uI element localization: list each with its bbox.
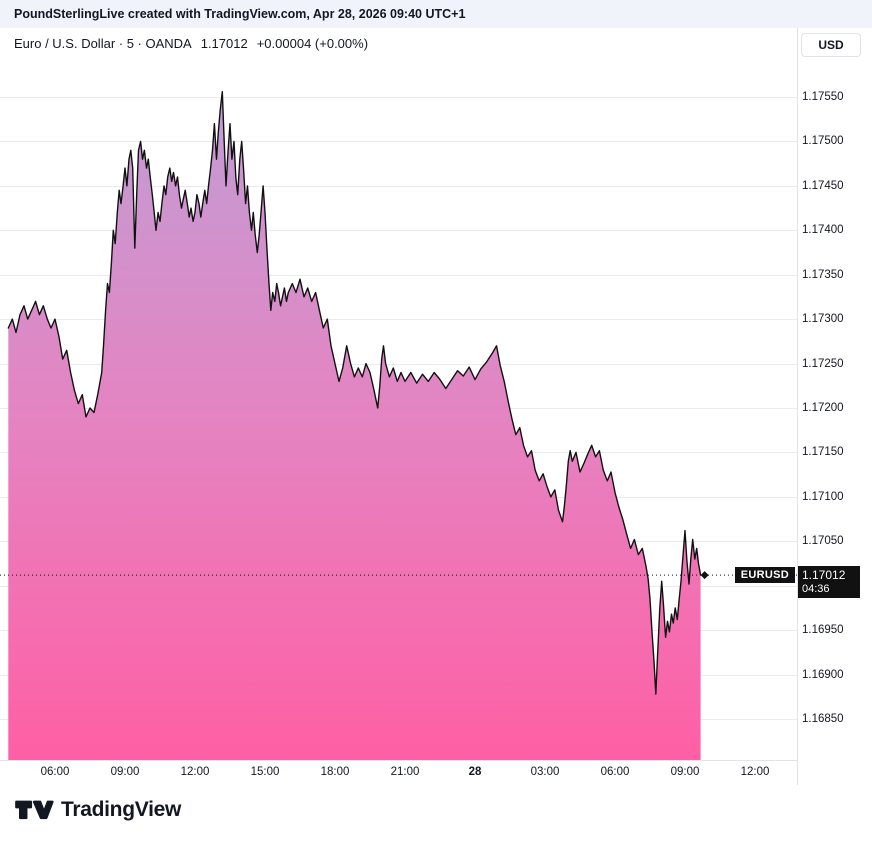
price-axis-label: 1.17550 — [802, 91, 844, 103]
price-axis-label: 1.17300 — [802, 313, 844, 325]
price-axis-label: 1.17050 — [802, 535, 844, 547]
price-axis-label: 1.17500 — [802, 135, 844, 147]
bar-countdown-timer: 04:36 — [802, 583, 830, 595]
time-axis-label: 09:00 — [670, 766, 700, 778]
legend-change: +0.00004 (+0.00%) — [256, 36, 369, 51]
price-pane-chart[interactable] — [0, 28, 797, 760]
current-price-symbol-badge: EURUSD — [734, 567, 795, 583]
time-axis-label: 06:00 — [40, 766, 70, 778]
time-axis-label: 03:00 — [530, 766, 560, 778]
price-axis-label: 1.17250 — [802, 358, 844, 370]
symbol-title[interactable]: Euro / U.S. Dollar · 5 · OANDA — [14, 36, 192, 51]
current-price-badge: 1.17012 04:36 — [798, 566, 860, 598]
price-axis-label: 1.17100 — [802, 491, 844, 503]
price-axis-label: 1.17400 — [802, 224, 844, 236]
price-axis-label: 1.16950 — [802, 624, 844, 636]
time-axis-label: 15:00 — [250, 766, 280, 778]
price-axis-label: 1.17350 — [802, 269, 844, 281]
time-axis-label: 12:00 — [740, 766, 770, 778]
currency-button[interactable]: USD — [801, 33, 861, 57]
time-axis-label: 28 — [468, 766, 482, 778]
price-axis[interactable]: USD 1.17550 1.17500 1.17450 1.17400 1.17350 1… — [797, 28, 872, 785]
time-axis-label: 06:00 — [600, 766, 630, 778]
attribution-bar: PoundSterlingLive created with TradingVi… — [0, 0, 872, 28]
tradingview-logo-icon — [15, 800, 54, 820]
tradingview-logo-text: TradingView — [61, 797, 182, 821]
tradingview-logo[interactable]: TradingView — [14, 797, 181, 822]
time-axis[interactable]: 06:00 09:00 12:00 15:00 18:00 21:00 28 03:00 06:… — [0, 760, 872, 785]
attribution-text: PoundSterlingLive created with TradingVi… — [14, 7, 466, 21]
current-price-value: 1.17012 — [802, 568, 846, 582]
legend-last-price: 1.17012 — [200, 36, 248, 51]
symbol-legend[interactable]: Euro / U.S. Dollar · 5 · OANDA 1.17012 +… — [14, 36, 368, 51]
price-axis-label: 1.17150 — [802, 446, 844, 458]
footer: TradingView — [0, 785, 872, 845]
time-axis-label: 18:00 — [320, 766, 350, 778]
price-axis-label: 1.17200 — [802, 402, 844, 414]
time-axis-label: 09:00 — [110, 766, 140, 778]
price-axis-label: 1.17450 — [802, 180, 844, 192]
price-axis-label: 1.16850 — [802, 713, 844, 725]
time-axis-label: 12:00 — [180, 766, 210, 778]
price-axis-label: 1.16900 — [802, 669, 844, 681]
time-axis-label: 21:00 — [390, 766, 420, 778]
